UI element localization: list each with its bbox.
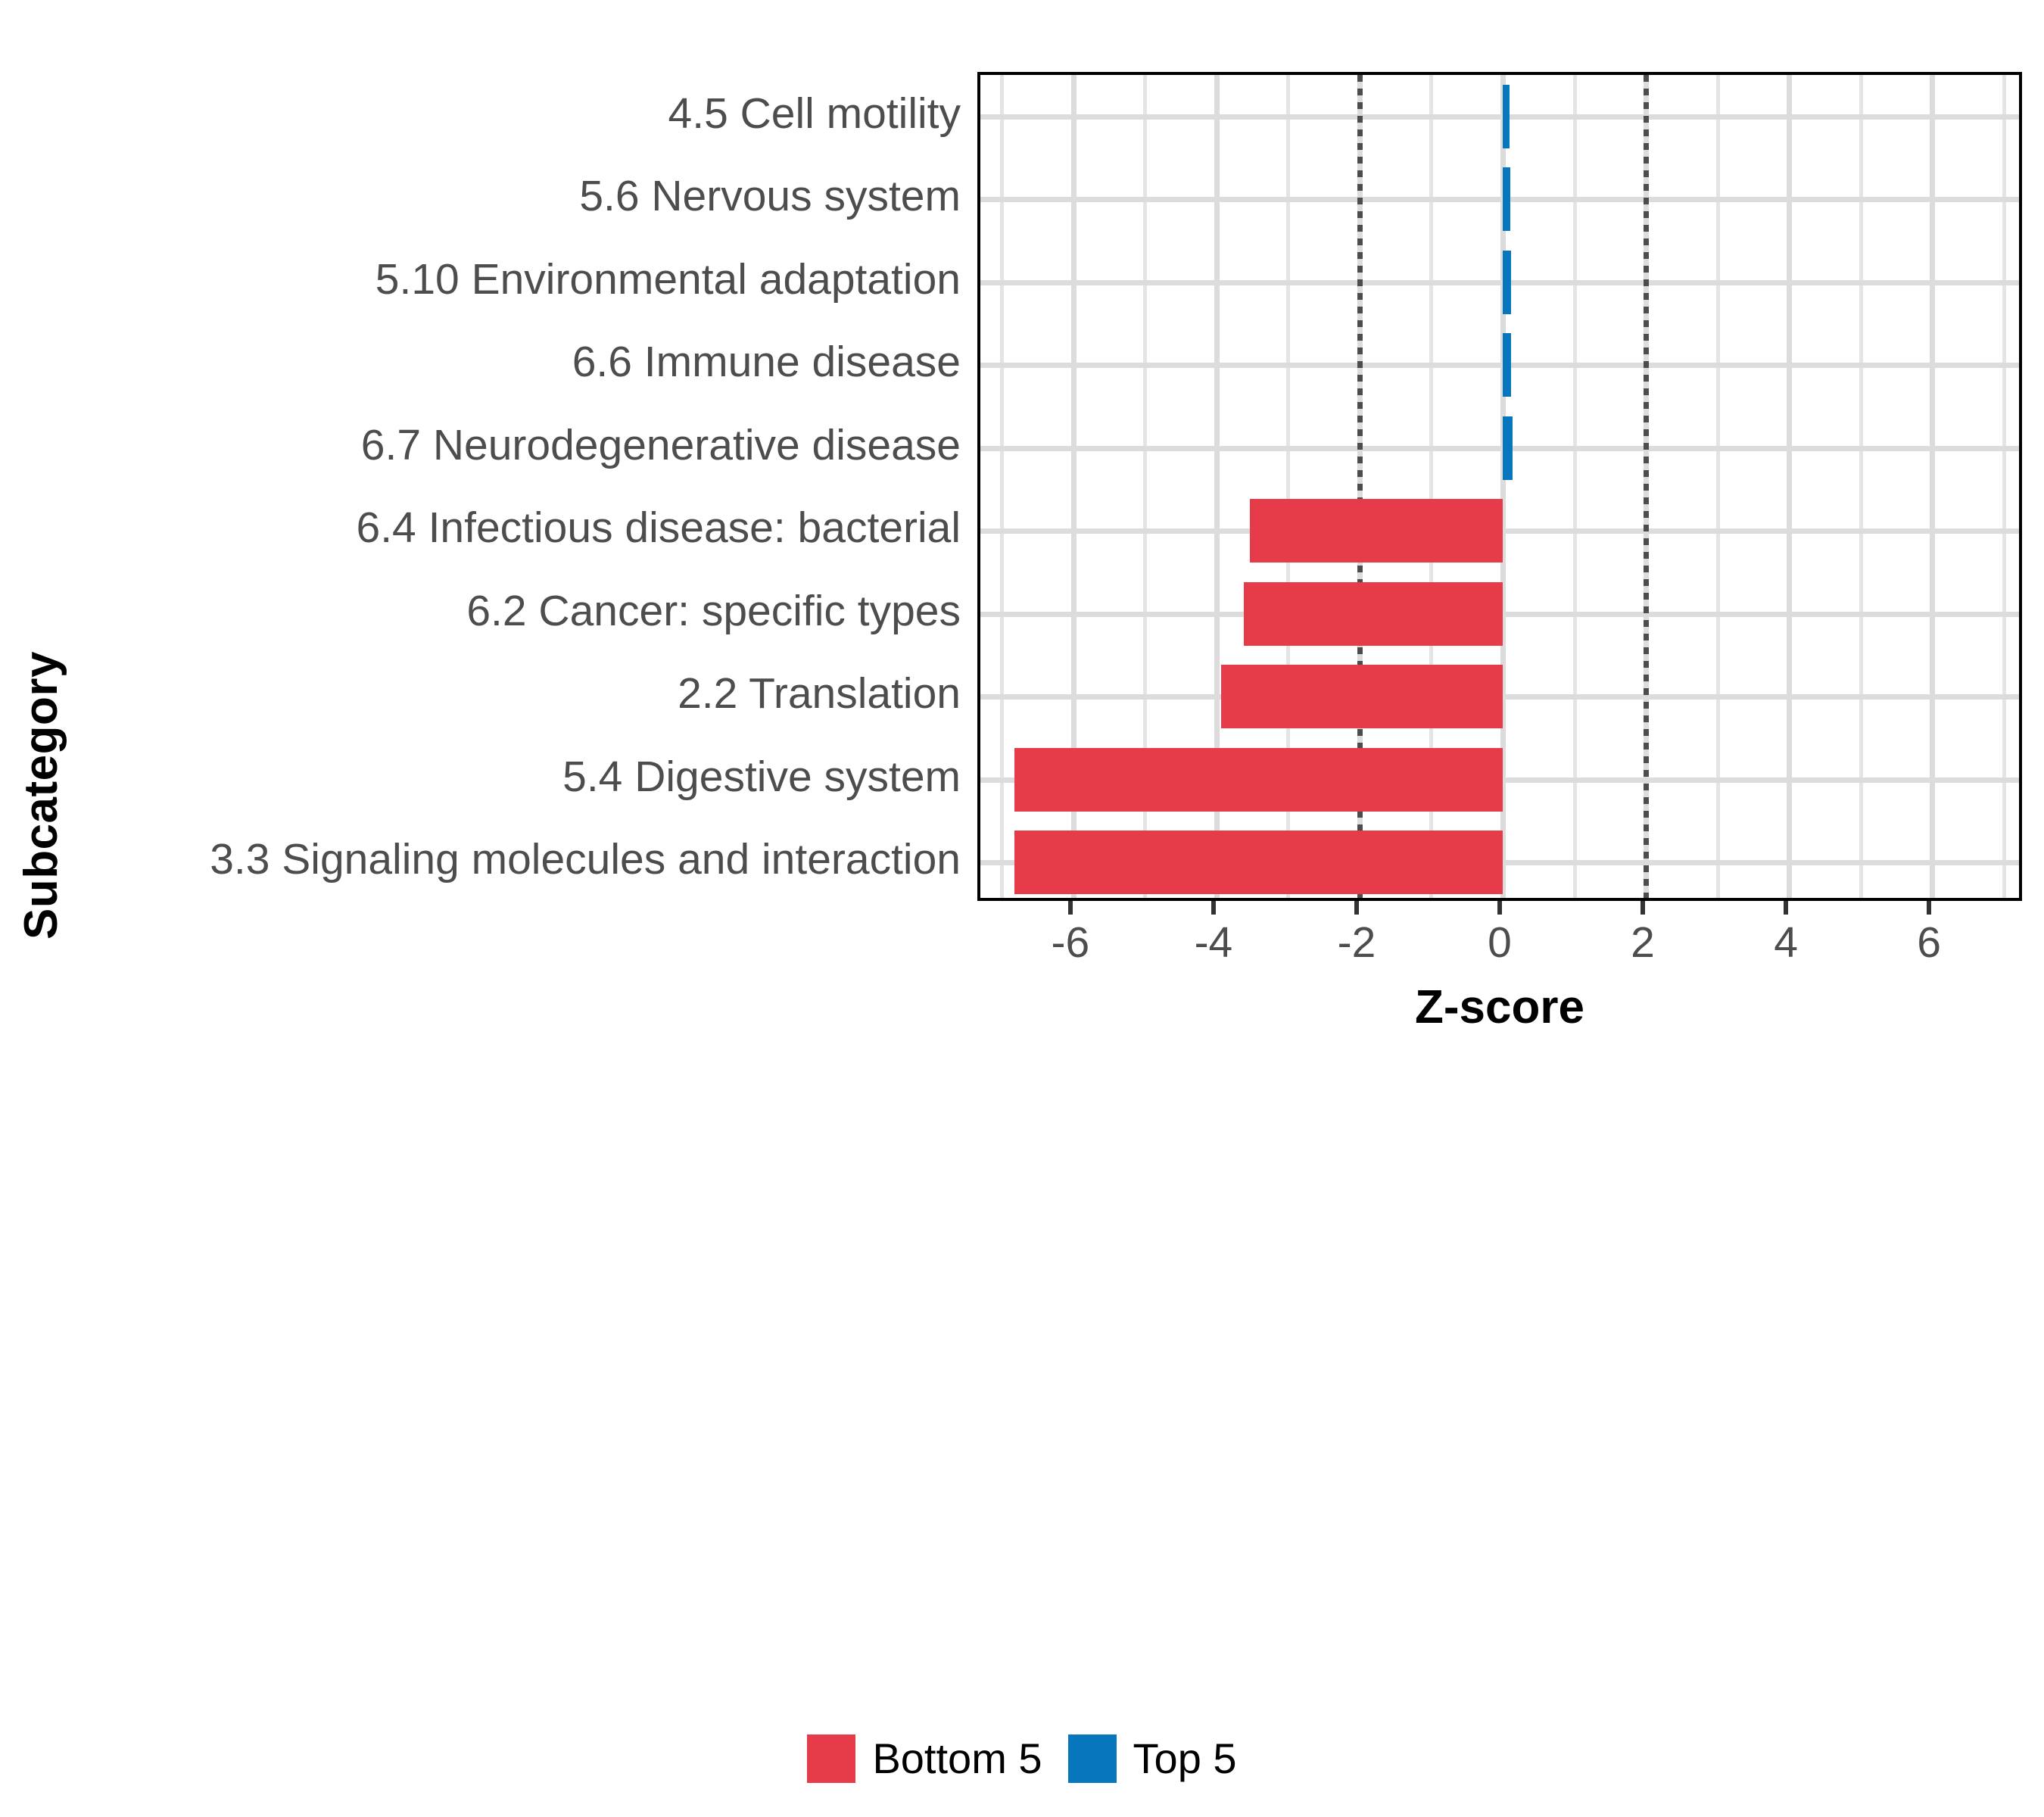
legend-label: Bottom 5	[872, 1734, 1042, 1782]
legend-swatch-icon	[1067, 1734, 1117, 1783]
gridline-major-y	[980, 279, 2019, 285]
bar-bottom-5	[1220, 665, 1503, 729]
plot-area	[980, 75, 2019, 898]
gridline-major-x	[1070, 75, 1077, 898]
gridline-major-x	[1214, 75, 1220, 898]
x-tick-label: 4	[1774, 918, 1798, 967]
gridline-minor-x	[1859, 75, 1863, 898]
y-axis-tick-labels: 4.5 Cell motility 5.6 Nervous system 5.10 …	[76, 72, 1058, 901]
x-axis-title: Z-score	[1415, 981, 1584, 1033]
x-tick-label: 0	[1488, 918, 1512, 967]
x-tick-mark	[1067, 901, 1073, 915]
gridline-minor-x	[1143, 75, 1148, 898]
gridline-minor-x	[1572, 75, 1577, 898]
bar-top-5	[1503, 167, 1511, 232]
threshold-line	[1357, 75, 1363, 898]
x-tick-label: 2	[1631, 918, 1655, 967]
legend-swatch-icon	[807, 1734, 856, 1783]
x-tick-mark	[1927, 901, 1932, 915]
gridline-minor-x	[2002, 75, 2006, 898]
bar-bottom-5	[1250, 499, 1503, 563]
x-tick-mark	[1784, 901, 1789, 915]
bar-top-5	[1503, 84, 1510, 148]
legend-item[interactable]: Top 5	[1067, 1734, 1237, 1783]
legend-label: Top 5	[1133, 1734, 1237, 1782]
x-tick-mark	[1354, 901, 1359, 915]
bar-top-5	[1503, 333, 1512, 397]
x-tick-label: -2	[1337, 918, 1376, 967]
x-tick-mark	[1211, 901, 1216, 915]
gridline-minor-x	[1000, 75, 1005, 898]
gridline-major-x	[1930, 75, 1936, 898]
gridline-minor-x	[1286, 75, 1291, 898]
gridline-major-x	[1500, 75, 1506, 898]
bar-bottom-5	[1243, 581, 1503, 646]
gridline-major-x	[1787, 75, 1793, 898]
chart-legend: Bottom 5 Top 5	[0, 1734, 2044, 1783]
legend-item[interactable]: Bottom 5	[807, 1734, 1042, 1783]
bar-top-5	[1503, 416, 1513, 480]
x-tick-mark	[1640, 901, 1646, 915]
bar-bottom-5	[1014, 831, 1503, 895]
x-tick-mark	[1497, 901, 1502, 915]
threshold-line	[1644, 75, 1650, 898]
gridline-major-y	[980, 363, 2019, 369]
x-tick-label: 6	[1917, 918, 1941, 967]
gridline-major-y	[980, 114, 2019, 120]
gridline-major-y	[980, 197, 2019, 203]
y-axis-title-label: Subcategory	[15, 650, 68, 940]
bar-top-5	[1503, 250, 1512, 314]
x-tick-label: -4	[1194, 918, 1233, 967]
gridline-minor-x	[1715, 75, 1720, 898]
gridline-minor-x	[1429, 75, 1434, 898]
gridline-major-y	[980, 445, 2019, 451]
plot-panel	[977, 72, 2022, 901]
y-axis-title: Subcategory	[8, 0, 76, 1590]
bar-bottom-5	[1014, 747, 1503, 812]
x-tick-label: -6	[1051, 918, 1090, 967]
